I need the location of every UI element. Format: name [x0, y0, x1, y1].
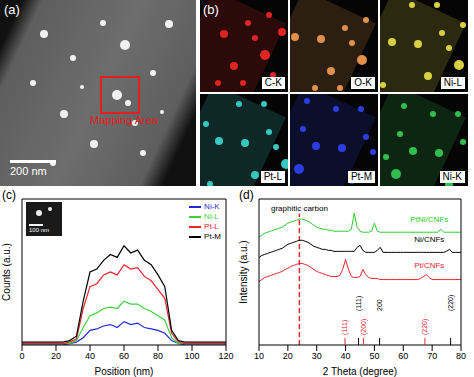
- svg-text:(220): (220): [421, 319, 429, 335]
- html-text:Ni-L: Ni-L: [204, 212, 219, 221]
- svg-text:graphitic carbon: graphitic carbon: [271, 204, 328, 213]
- svg-text:100: 100: [184, 351, 199, 361]
- svg-text:20: 20: [283, 351, 293, 361]
- svg-text:40: 40: [341, 351, 351, 361]
- svg-text:Ni/CNFs: Ni/CNFs: [414, 235, 444, 244]
- html-text:Mapping Area: Mapping Area: [90, 114, 158, 126]
- svg-text:Position (nm): Position (nm): [95, 366, 154, 377]
- html-text:Pt-L: Pt-L: [204, 222, 219, 231]
- html-text:(c): (c): [2, 188, 16, 202]
- svg-text:20: 20: [51, 351, 61, 361]
- svg-text:200: 200: [376, 299, 383, 311]
- html-text:Ni-K: Ni-K: [442, 171, 462, 182]
- html-text:(a): (a): [4, 2, 20, 17]
- svg-text:(220): (220): [447, 295, 455, 311]
- svg-text:30: 30: [312, 351, 322, 361]
- svg-text:10: 10: [254, 351, 264, 361]
- svg-text:0: 0: [19, 351, 24, 361]
- svg-text:40: 40: [85, 351, 95, 361]
- html-text:Ni-L: Ni-L: [443, 77, 462, 88]
- svg-text:70: 70: [427, 351, 437, 361]
- svg-text:(111): (111): [341, 320, 349, 335]
- html-text:Pt-L: Pt-L: [263, 171, 282, 182]
- html-text:C-K: C-K: [264, 77, 282, 88]
- html-text:Pt-M: Pt-M: [204, 232, 221, 241]
- svg-text:50: 50: [369, 351, 379, 361]
- html-text:200 nm: 200 nm: [10, 165, 47, 177]
- html-text:O-K: O-K: [354, 77, 372, 88]
- svg-text:60: 60: [119, 351, 129, 361]
- svg-text:60: 60: [398, 351, 408, 361]
- html-text:Ni-K: Ni-K: [204, 202, 220, 211]
- svg-text:(200): (200): [360, 319, 368, 335]
- html-text:100 nm: 100 nm: [29, 227, 49, 233]
- svg-text:Intensity (a.u.): Intensity (a.u.): [238, 240, 249, 303]
- svg-text:2 Theta (degree): 2 Theta (degree): [323, 366, 397, 377]
- svg-text:Pt/CNFs: Pt/CNFs: [414, 261, 444, 270]
- svg-text:80: 80: [456, 351, 466, 361]
- svg-text:120: 120: [218, 351, 233, 361]
- html-text:(d): (d): [239, 188, 254, 202]
- html-text:(b): (b): [203, 2, 219, 17]
- svg-text:PtNi/CNFs: PtNi/CNFs: [410, 215, 448, 224]
- svg-text:Counts (a.u.): Counts (a.u.): [1, 243, 12, 301]
- svg-text:(111): (111): [355, 296, 363, 311]
- svg-text:80: 80: [153, 351, 163, 361]
- html-text:Pt-M: Pt-M: [350, 171, 372, 182]
